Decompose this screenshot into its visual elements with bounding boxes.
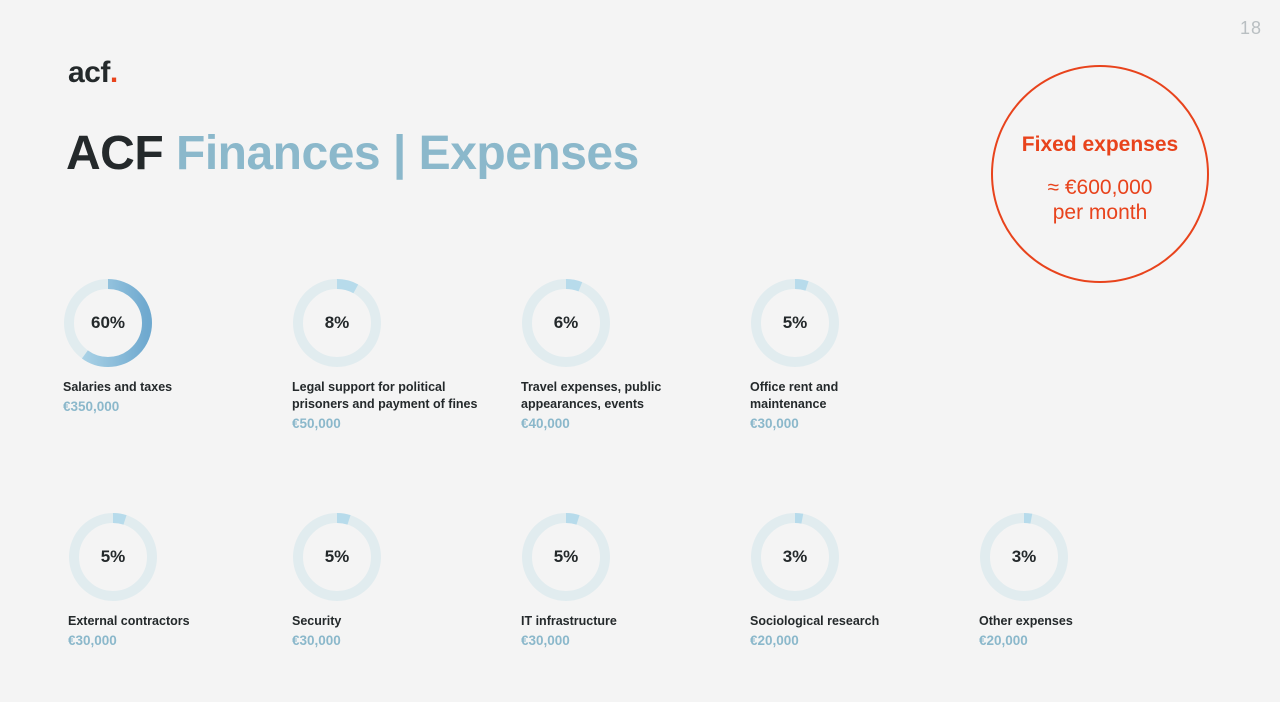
- donut-chart: 5%: [292, 512, 382, 602]
- expense-label: Legal support for political prisoners and…: [292, 379, 512, 413]
- expense-label-line: Sociological research: [750, 614, 880, 628]
- donut-segment: [751, 279, 839, 367]
- expense-label-line: Legal support for political: [292, 380, 446, 394]
- donut-svg: [69, 513, 157, 601]
- donut-segment: [751, 513, 839, 601]
- donut-svg: [522, 513, 610, 601]
- donut-chart: 5%: [68, 512, 158, 602]
- expense-label: Salaries and taxes: [63, 379, 283, 396]
- donut-svg: [751, 513, 839, 601]
- donut-svg: [293, 279, 381, 367]
- expense-amount: €350,000: [63, 399, 120, 414]
- fixed-expenses-amount: ≈ €600,000: [1047, 176, 1153, 199]
- expense-amount: €20,000: [750, 633, 799, 648]
- expense-label: Sociological research: [750, 613, 970, 630]
- expense-label: Security: [292, 613, 512, 630]
- donut-segment: [64, 279, 152, 367]
- donut-segment: [293, 279, 381, 367]
- donut-segment: [69, 513, 157, 601]
- expense-label-line: maintenance: [750, 397, 827, 411]
- donut-percent-label: 3%: [782, 547, 808, 566]
- expense-label: Other expenses: [979, 613, 1199, 630]
- acf-logo: acf.: [68, 56, 118, 90]
- expense-label-line: Office rent and: [750, 380, 839, 394]
- donut-segment: [293, 513, 381, 601]
- fixed-expenses-circle: Fixed expenses ≈ €600,000 per month: [991, 65, 1209, 283]
- expense-label-line: External contractors: [68, 614, 190, 628]
- expense-amount: €30,000: [750, 416, 799, 431]
- fixed-expenses-amount-block: ≈ €600,000 per month: [993, 175, 1207, 225]
- expense-amount: €30,000: [521, 633, 570, 648]
- expense-label: External contractors: [68, 613, 288, 630]
- expense-amount: €50,000: [292, 416, 341, 431]
- donut-chart: 3%: [979, 512, 1069, 602]
- donut-svg: [980, 513, 1068, 601]
- donut-segment: [522, 513, 610, 601]
- expense-label: IT infrastructure: [521, 613, 741, 630]
- expense-label: Travel expenses, public appearances, even…: [521, 379, 741, 413]
- expense-label: Office rent and maintenance: [750, 379, 970, 413]
- page-number: 18: [1239, 18, 1262, 38]
- expense-label-line: appearances, events: [521, 397, 644, 411]
- donut-percent-label: 5%: [782, 313, 808, 332]
- donut-svg: [751, 279, 839, 367]
- fixed-expenses-period: per month: [1052, 201, 1148, 224]
- expense-label-line: prisoners and payment of fines: [292, 397, 478, 411]
- page-title: ACF Finances | Expenses: [66, 126, 639, 181]
- logo-text: acf: [68, 56, 110, 89]
- expense-amount: €30,000: [292, 633, 341, 648]
- donut-percent-label: 3%: [1011, 547, 1037, 566]
- expense-label-line: Salaries and taxes: [63, 380, 173, 394]
- donut-percent-label: 5%: [324, 547, 350, 566]
- donut-chart: 5%: [521, 512, 611, 602]
- donut-chart: 6%: [521, 278, 611, 368]
- donut-chart: 5%: [750, 278, 840, 368]
- expense-label-line: IT infrastructure: [521, 614, 617, 628]
- donut-percent-label: 60%: [90, 313, 126, 332]
- donut-percent-label: 8%: [324, 313, 350, 332]
- title-part-finances: Finances | Expenses: [176, 127, 639, 180]
- donut-percent-label: 5%: [100, 547, 126, 566]
- expense-amount: €20,000: [979, 633, 1028, 648]
- donut-svg: [522, 279, 610, 367]
- expense-label-line: Security: [292, 614, 342, 628]
- expense-label-line: Other expenses: [979, 614, 1073, 628]
- donut-segment: [522, 279, 610, 367]
- logo-dot: .: [109, 56, 118, 89]
- expense-label-line: Travel expenses, public: [521, 380, 662, 394]
- donut-chart: 60%: [63, 278, 153, 368]
- expense-amount: €40,000: [521, 416, 570, 431]
- title-part-acf: ACF: [66, 127, 164, 180]
- donut-segment: [980, 513, 1068, 601]
- donut-percent-label: 5%: [553, 547, 579, 566]
- fixed-expenses-title: Fixed expenses: [1021, 133, 1179, 156]
- expense-amount: €30,000: [68, 633, 117, 648]
- donut-chart: 8%: [292, 278, 382, 368]
- donut-percent-label: 6%: [553, 313, 579, 332]
- donut-svg: [293, 513, 381, 601]
- donut-chart: 3%: [750, 512, 840, 602]
- donut-svg: [64, 279, 152, 367]
